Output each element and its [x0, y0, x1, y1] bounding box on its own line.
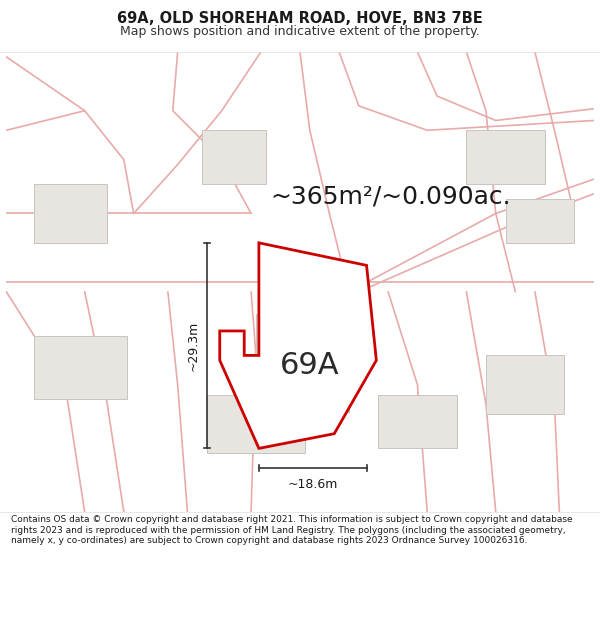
- Bar: [34, 336, 127, 399]
- Text: ~365m²/~0.090ac.: ~365m²/~0.090ac.: [271, 185, 511, 209]
- Bar: [34, 184, 107, 243]
- Bar: [486, 356, 564, 414]
- Text: ~29.3m: ~29.3m: [186, 321, 199, 371]
- Text: ~18.6m: ~18.6m: [287, 478, 338, 491]
- Text: Map shows position and indicative extent of the property.: Map shows position and indicative extent…: [120, 26, 480, 39]
- Polygon shape: [220, 243, 376, 448]
- Text: 69A: 69A: [280, 351, 340, 380]
- Bar: [506, 199, 574, 243]
- Bar: [202, 130, 266, 184]
- Text: 69A, OLD SHOREHAM ROAD, HOVE, BN3 7BE: 69A, OLD SHOREHAM ROAD, HOVE, BN3 7BE: [117, 11, 483, 26]
- Bar: [256, 314, 349, 412]
- Bar: [466, 130, 545, 184]
- Text: Contains OS data © Crown copyright and database right 2021. This information is : Contains OS data © Crown copyright and d…: [11, 516, 572, 545]
- Bar: [207, 394, 305, 453]
- Bar: [378, 394, 457, 448]
